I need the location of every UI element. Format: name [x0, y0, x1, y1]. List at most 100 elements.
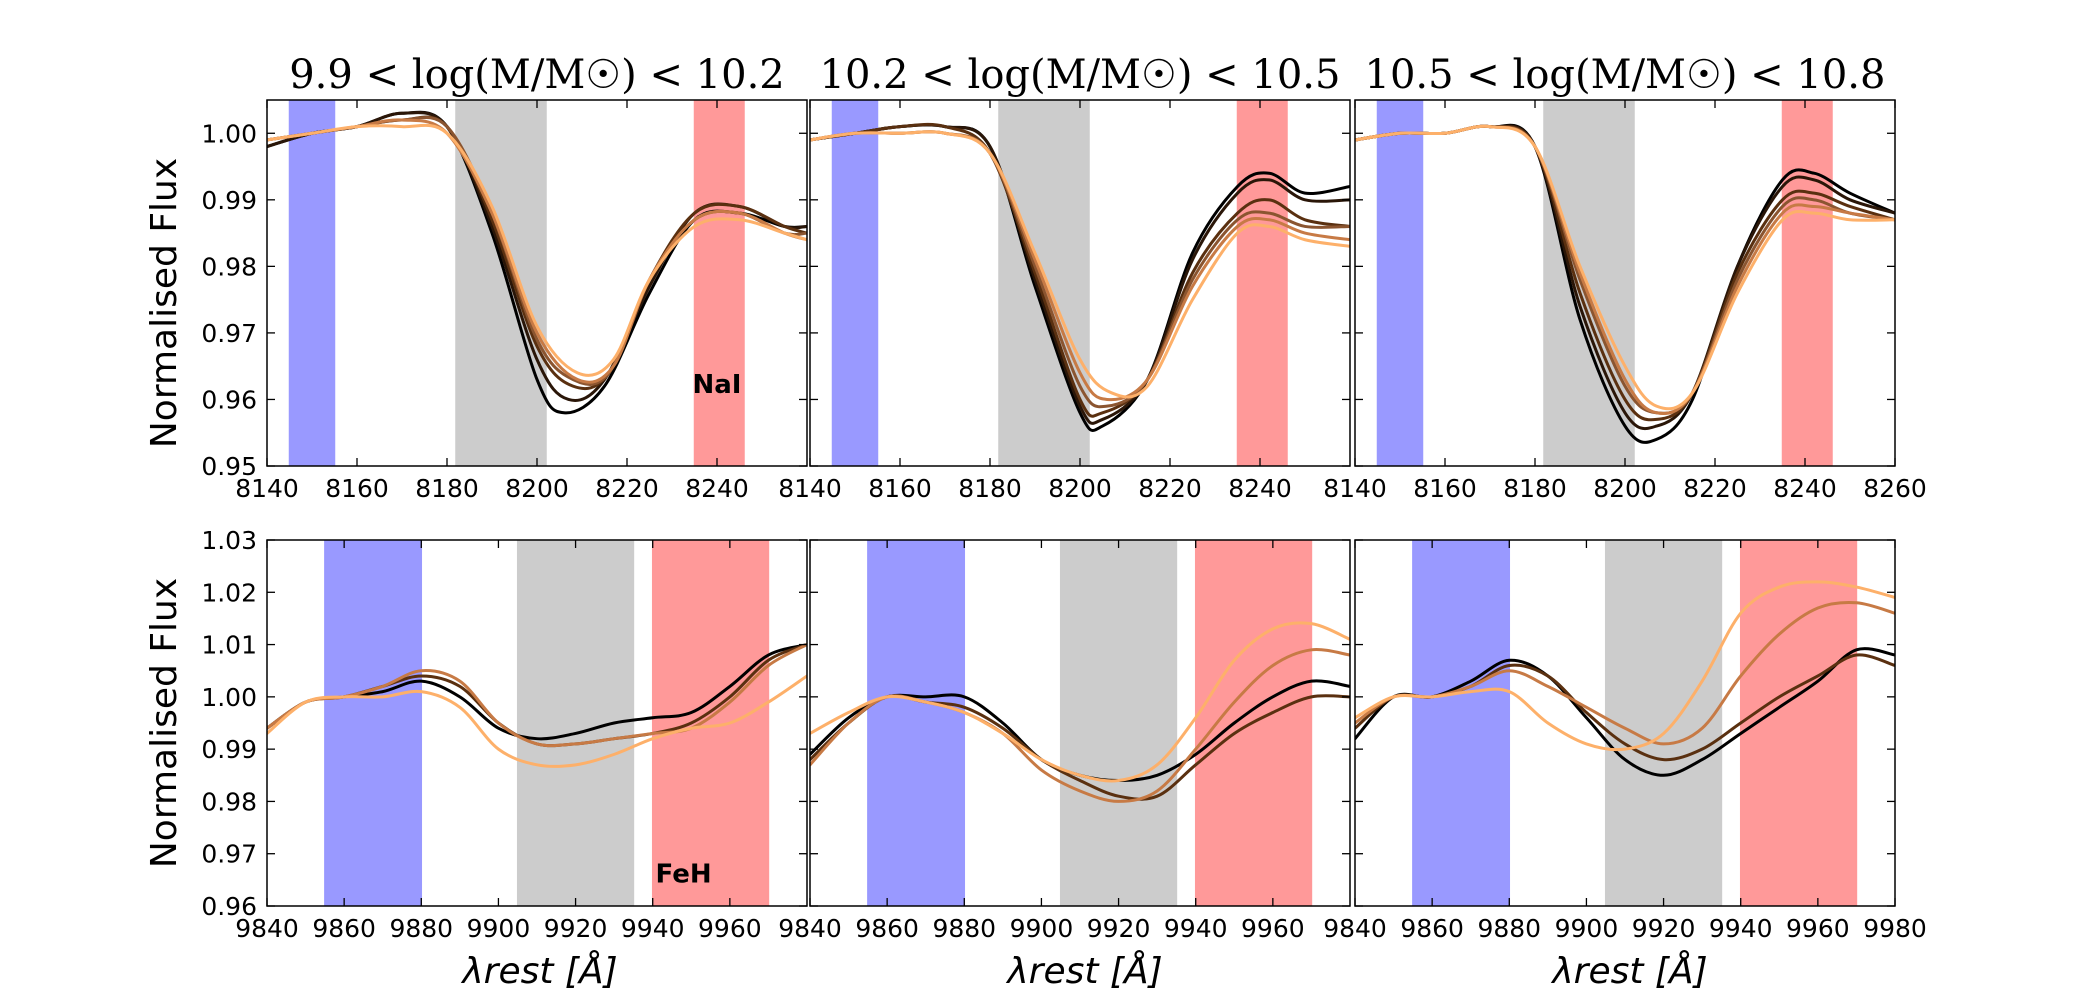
panel-1-0: 9840 9860 9880 9900 9920 9940 9960 0.96 0.97 0.98… [201, 526, 808, 943]
panel-1-2: 9840 9860 9880 9900 9920 9940 9960 9980 [1323, 539, 1927, 943]
x-tick-label: 9880 [389, 914, 453, 943]
y-tick-label: 1.00 [201, 119, 257, 148]
x-tick-label: 9880 [1477, 914, 1541, 943]
x-tick-label: 9960 [1241, 914, 1305, 943]
y-tick-label: 0.96 [201, 892, 257, 921]
x-tick-label: 9900 [467, 914, 531, 943]
ylabel-bottom: Normalised Flux [144, 578, 185, 868]
y-tick-label: 0.99 [201, 186, 257, 215]
band-feature [1543, 100, 1635, 466]
x-tick-label: 8140 [235, 474, 299, 503]
x-tick-label: 9860 [1400, 914, 1464, 943]
plot-frame [266, 539, 808, 907]
x-tick-label: 8140 [778, 474, 842, 503]
panel-title: 9.9 < log(M/M☉) < 10.2 [289, 52, 785, 98]
x-tick-label: 8180 [415, 474, 479, 503]
x-tick-label: 9860 [312, 914, 376, 943]
x-tick-label: 8160 [1413, 474, 1477, 503]
x-tick-label: 8160 [325, 474, 389, 503]
x-tick-label: 8160 [868, 474, 932, 503]
x-tick-label: 9940 [1164, 914, 1228, 943]
series-line-s4 [1355, 580, 1895, 752]
x-tick-label: 9940 [621, 914, 685, 943]
x-tick-label: 9900 [1010, 914, 1074, 943]
x-tick-label: 8140 [1323, 474, 1387, 503]
band-red-continuum [1781, 100, 1833, 466]
x-tick-label: 8240 [1773, 474, 1837, 503]
feature-annotation: NaI [693, 370, 742, 400]
x-tick-label: 8220 [1683, 474, 1747, 503]
band-feature [1604, 540, 1723, 906]
x-tick-label: 9840 [778, 914, 842, 943]
panel-0-2: 8140 8160 8180 8200 8220 8240 8260 10.5 < log(M… [1323, 52, 1927, 503]
panel-1-1: 9840 9860 9880 9900 9920 9940 9960 [778, 539, 1351, 943]
x-tick-label: 9920 [1087, 914, 1151, 943]
panel-0-0: 8140 8160 8180 8200 8220 8240 0.95 0.96 0.97 0.98… [201, 52, 808, 503]
series-line-s3 [810, 122, 1350, 418]
x-tick-label: 8260 [1863, 474, 1927, 503]
band-blue-continuum [1412, 540, 1511, 906]
x-tick-label: 9960 [698, 914, 762, 943]
x-tick-label: 9840 [1323, 914, 1387, 943]
x-tick-label: 9920 [544, 914, 608, 943]
band-red-continuum [651, 540, 770, 906]
panel-0-1: 8140 8160 8180 8200 8220 8240 10.2 < log(M/M☉)… [778, 52, 1351, 503]
xlabel-middle: λrest [Å] [1005, 949, 1162, 992]
x-tick-label: 8220 [595, 474, 659, 503]
band-red-continuum [693, 100, 745, 466]
panel-title: 10.2 < log(M/M☉) < 10.5 [820, 52, 1341, 98]
x-tick-label: 9840 [235, 914, 299, 943]
series-line-s3 [267, 643, 807, 748]
y-tick-label: 0.99 [201, 735, 257, 764]
band-feature [455, 100, 547, 466]
x-tick-label: 8200 [1048, 474, 1112, 503]
series-line-s6 [267, 123, 807, 377]
x-tick-label: 8200 [1593, 474, 1657, 503]
band-feature [1059, 540, 1178, 906]
y-tick-label: 1.03 [201, 526, 257, 555]
x-tick-label: 9880 [932, 914, 996, 943]
series-line-s4 [267, 674, 807, 768]
y-tick-label: 1.01 [201, 631, 257, 660]
y-tick-label: 1.02 [201, 578, 257, 607]
band-blue-continuum [867, 540, 966, 906]
y-tick-label: 0.98 [201, 787, 257, 816]
band-blue-continuum [288, 100, 336, 466]
series-line-s6 [810, 130, 1350, 399]
y-tick-label: 0.96 [201, 385, 257, 414]
x-tick-label: 9860 [855, 914, 919, 943]
x-tick-label: 9900 [1555, 914, 1619, 943]
band-blue-continuum [324, 540, 423, 906]
series-line-s4 [810, 621, 1350, 783]
y-tick-label: 0.95 [201, 452, 257, 481]
y-tick-label: 0.97 [201, 840, 257, 869]
band-red-continuum [1739, 540, 1858, 906]
panels: 8140 8160 8180 8200 8220 8240 0.95 0.96 0.97 0.98… [201, 52, 1926, 943]
y-tick-label: 0.97 [201, 319, 257, 348]
x-tick-label: 9960 [1786, 914, 1850, 943]
band-blue-continuum [1376, 100, 1424, 466]
feature-annotation: FeH [656, 859, 712, 889]
xlabel-right: λrest [Å] [1550, 949, 1707, 992]
x-tick-label: 8180 [958, 474, 1022, 503]
series-line-s5 [267, 118, 807, 384]
x-tick-label: 8240 [1228, 474, 1292, 503]
x-tick-label: 8200 [505, 474, 569, 503]
x-tick-label: 9920 [1632, 914, 1696, 943]
band-red-continuum [1236, 100, 1288, 466]
ylabel-top: Normalised Flux [144, 158, 185, 448]
x-tick-label: 8180 [1503, 474, 1567, 503]
y-tick-label: 0.98 [201, 252, 257, 281]
x-tick-label: 9940 [1709, 914, 1773, 943]
y-tick-label: 1.00 [201, 683, 257, 712]
x-tick-label: 8220 [1138, 474, 1202, 503]
panel-title: 10.5 < log(M/M☉) < 10.8 [1365, 52, 1886, 98]
x-tick-label: 9980 [1863, 914, 1927, 943]
xlabel-left: λrest [Å] [460, 949, 617, 992]
plot-frame [809, 539, 1351, 907]
band-blue-continuum [831, 100, 879, 466]
x-tick-label: 8240 [685, 474, 749, 503]
series-line-s6 [1355, 124, 1895, 411]
plot-frame [1354, 539, 1896, 907]
